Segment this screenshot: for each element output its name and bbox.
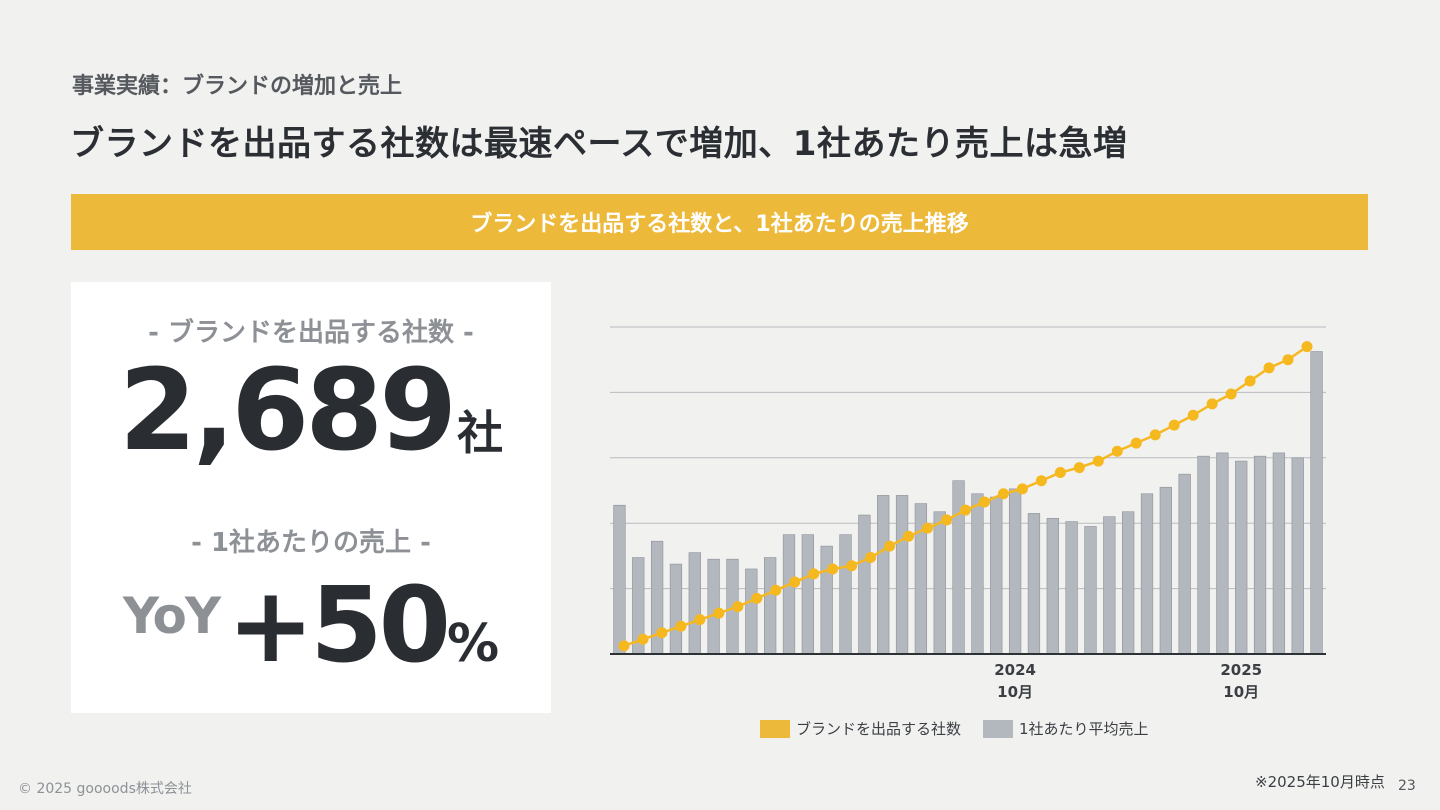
page-number: 23: [1398, 778, 1416, 794]
bar: [1272, 452, 1286, 655]
copyright: © 2025 goooods株式会社: [18, 781, 192, 797]
bar: [669, 563, 683, 655]
yoy-value: +50: [227, 564, 451, 686]
legend-swatch-brands: [760, 719, 790, 738]
legend-item-brands: ブランドを出品する社数: [760, 718, 961, 739]
bar: [990, 496, 1003, 655]
bar: [895, 495, 909, 655]
x-tick-year: 2024: [994, 661, 1036, 679]
line-point: [789, 576, 801, 588]
line-point: [694, 614, 706, 626]
line-point: [922, 522, 934, 534]
page-title: ブランドを出品する社数は最速ペースで増加、1社あたり売上は急増: [70, 124, 1128, 164]
line-point: [732, 601, 744, 613]
legend-label-sales: 1社あたり平均売上: [1019, 720, 1149, 738]
line-point: [1225, 388, 1237, 400]
bar: [1103, 516, 1116, 655]
line-point: [1301, 341, 1313, 353]
bar: [877, 495, 890, 655]
line-point: [1263, 362, 1275, 374]
bar: [782, 534, 796, 655]
bar: [820, 545, 833, 655]
line-point: [1244, 375, 1256, 387]
bar: [933, 511, 946, 655]
bar: [1122, 511, 1135, 655]
chart-legend: ブランドを出品する社数 1社あたり平均売上: [760, 718, 1171, 739]
line-point: [941, 514, 953, 526]
line-point: [1282, 354, 1294, 366]
legend-swatch-sales: [983, 719, 1014, 738]
line-point: [1206, 398, 1218, 410]
brands-count: 2,689社: [71, 346, 551, 476]
bar: [1235, 460, 1248, 655]
line-point: [1187, 409, 1199, 421]
line-point: [770, 584, 782, 596]
line-point: [713, 607, 725, 619]
legend-label-brands: ブランドを出品する社数: [796, 720, 962, 738]
bar: [764, 557, 777, 655]
line-point: [865, 552, 877, 564]
sales-yoy: YoY+50%: [71, 564, 551, 686]
bar: [1046, 517, 1059, 655]
bar: [1253, 455, 1267, 655]
bar: [858, 514, 871, 655]
bar: [688, 552, 701, 655]
bar: [1197, 455, 1210, 655]
bar: [1008, 488, 1022, 655]
chart-banner: ブランドを出品する社数と、1社あたりの売上推移: [71, 194, 1368, 250]
line-point: [751, 592, 763, 604]
x-tick-month: 10月: [1223, 683, 1259, 701]
line-point: [637, 633, 649, 645]
kpi-card: - ブランドを出品する社数 - 2,689社 - 1社あたりの売上 - YoY+…: [71, 282, 551, 713]
footnote: ※2025年10月時点: [1255, 773, 1385, 791]
section-subtitle: 事業実績：ブランドの増加と売上: [72, 74, 403, 99]
bar: [1140, 493, 1154, 655]
bar: [1216, 452, 1229, 655]
line-point: [846, 560, 858, 572]
line-point: [1111, 445, 1123, 457]
bar: [1291, 457, 1304, 655]
line-point: [1016, 483, 1028, 495]
line-point: [1130, 437, 1142, 449]
line-point: [1168, 419, 1180, 431]
bar: [707, 558, 720, 655]
bar: [839, 534, 852, 655]
line-point: [1092, 455, 1104, 467]
legend-item-sales: 1社あたり平均売上: [983, 718, 1149, 739]
x-tick-month: 10月: [997, 683, 1033, 701]
line-point: [903, 530, 915, 542]
line-point: [675, 620, 687, 632]
line-point: [1054, 467, 1066, 479]
bar: [1178, 473, 1191, 655]
yoy-unit: %: [446, 614, 500, 674]
brands-count-value: 2,689: [118, 346, 457, 476]
bar: [1084, 526, 1097, 655]
line-point: [960, 504, 971, 516]
bar: [1159, 486, 1172, 655]
line-point: [618, 640, 630, 652]
line-point: [827, 563, 839, 575]
line-point: [808, 568, 820, 580]
bar: [613, 504, 626, 655]
bar: [1065, 521, 1078, 655]
brands-count-unit: 社: [457, 406, 504, 460]
brands-count-label: - ブランドを出品する社数 -: [148, 318, 474, 348]
line-point: [997, 488, 1009, 500]
bar: [971, 493, 984, 655]
line-point: [1035, 475, 1047, 487]
combo-chart: 2024 10月 2025 10月: [610, 326, 1326, 701]
line-point: [978, 496, 990, 508]
bar: [745, 568, 758, 655]
line-point: [1149, 429, 1161, 441]
line-point: [884, 540, 896, 552]
banner-text: ブランドを出品する社数と、1社あたりの売上推移: [470, 212, 969, 237]
yoy-prefix: YoY: [122, 587, 221, 645]
bar: [1310, 351, 1323, 655]
line-point: [656, 627, 668, 639]
bar: [1027, 513, 1041, 655]
sales-per-company-label: - 1社あたりの売上 -: [191, 528, 431, 558]
line-point: [1073, 462, 1085, 474]
bar: [801, 534, 814, 655]
x-tick-year: 2025: [1220, 661, 1262, 679]
